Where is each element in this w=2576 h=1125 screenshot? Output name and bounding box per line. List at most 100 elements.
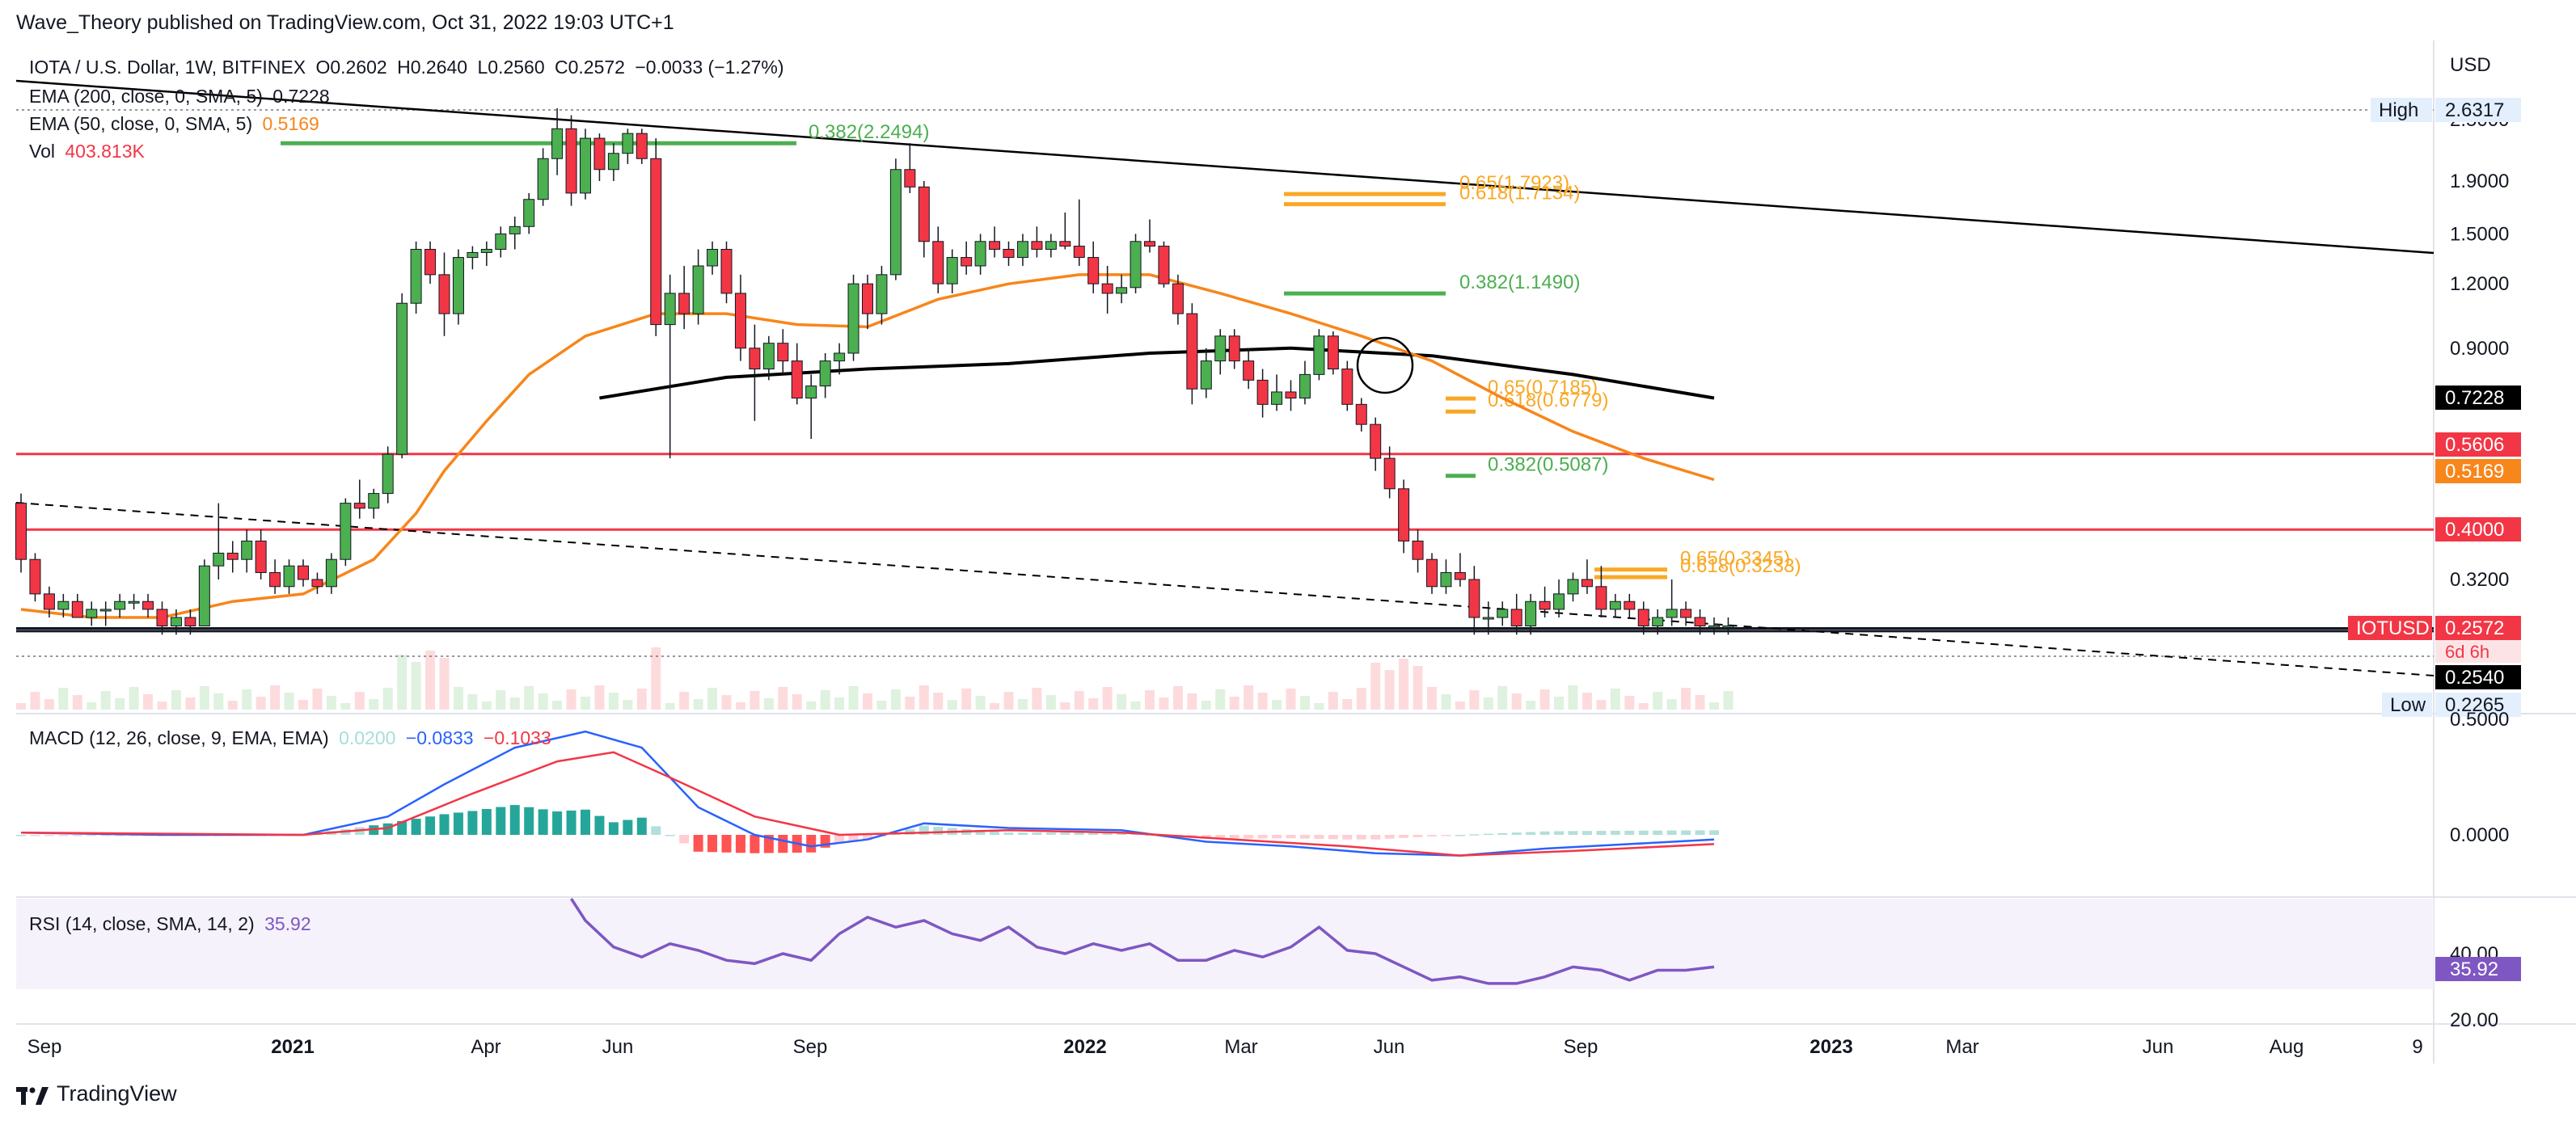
candle-body xyxy=(749,348,761,370)
time-tick-label: Apr xyxy=(471,1036,500,1058)
candle xyxy=(325,553,337,594)
time-tick-label: Aug xyxy=(2270,1036,2304,1058)
candle xyxy=(29,553,41,602)
price-tag-value: 0.2540 xyxy=(2445,667,2504,689)
rsi-legend[interactable]: RSI (14, close, SMA, 14, 2) 35.92 xyxy=(29,913,311,935)
time-tick-label: Sep xyxy=(793,1036,828,1058)
candle-body xyxy=(1003,248,1015,259)
candle-body xyxy=(961,257,973,267)
candle xyxy=(1073,199,1085,266)
volume-bar xyxy=(1596,700,1607,710)
candle xyxy=(777,329,789,375)
ema200-line xyxy=(599,346,1715,400)
candle-body xyxy=(1130,241,1142,289)
candle-body xyxy=(1355,403,1367,425)
time-tick-label: Mar xyxy=(1224,1036,1257,1058)
volume-bar xyxy=(848,686,859,710)
candle-body xyxy=(226,552,239,560)
tradingview-footer[interactable]: TradingView xyxy=(16,1081,177,1106)
candle xyxy=(156,601,168,635)
volume-bar xyxy=(44,699,54,710)
volume-bar xyxy=(918,685,929,710)
time-tick-label: Mar xyxy=(1945,1036,1978,1058)
macd-histogram-bar xyxy=(1399,835,1409,838)
candle-body xyxy=(1087,257,1100,284)
ema200-legend[interactable]: EMA (200, close, 0, SMA, 5) 0.7228 xyxy=(29,86,330,107)
volume-bar xyxy=(792,694,802,710)
candle-body xyxy=(467,251,479,259)
candle-body xyxy=(43,593,55,610)
time-tick-label: 9 xyxy=(2412,1036,2422,1058)
volume-legend[interactable]: Vol 403.813K xyxy=(29,141,145,162)
candle xyxy=(269,559,281,594)
volume-bar xyxy=(693,699,703,710)
macd-histogram-bar xyxy=(425,816,436,835)
candle-body xyxy=(340,503,352,560)
candle-body xyxy=(170,617,182,626)
fib-level-label: 0.65(0.7185) xyxy=(1488,377,1598,398)
symbol-legend[interactable]: IOTA / U.S. Dollar, 1W, BITFINEX O0.2602… xyxy=(29,57,784,78)
candle-body xyxy=(692,265,704,314)
candle-body xyxy=(15,503,27,560)
macd-histogram-bar xyxy=(1568,831,1578,835)
price-tag: 0.5606 xyxy=(2435,432,2521,457)
candle-body xyxy=(438,274,450,314)
macd-tick-label: 0.5000 xyxy=(2450,709,2509,731)
macd-legend[interactable]: MACD (12, 26, close, 9, EMA, EMA) 0.0200… xyxy=(29,727,551,749)
candle-body xyxy=(198,565,210,626)
volume-bar xyxy=(1723,691,1734,710)
ohlc-low: L0.2560 xyxy=(477,57,545,78)
ema50-legend[interactable]: EMA (50, close, 0, SMA, 5) 0.5169 xyxy=(29,113,319,135)
volume-bar xyxy=(778,687,788,710)
macd-histogram-bar xyxy=(552,811,563,835)
candle-body xyxy=(904,169,916,188)
volume-bar xyxy=(397,655,408,710)
candle xyxy=(1256,369,1269,418)
time-tick-label: 2021 xyxy=(271,1036,314,1058)
volume-bar xyxy=(1215,689,1226,710)
volume-bar xyxy=(100,691,111,710)
fib-levels: 0.382(2.2494) 0.65(1.7923)0.618(1.7134) 0.… xyxy=(281,121,1801,579)
candle xyxy=(1694,609,1706,635)
candle xyxy=(424,241,437,284)
volume-bar xyxy=(1314,703,1324,710)
volume-bar xyxy=(1102,687,1113,710)
candle-body xyxy=(86,609,98,618)
candle xyxy=(847,274,859,361)
price-tag: 0.2572 IOTUSD 6d 6h xyxy=(2348,616,2521,663)
macd-line-value: −0.0833 xyxy=(405,727,474,748)
volume-bars xyxy=(16,647,1734,710)
candles xyxy=(15,107,1734,635)
candle-body xyxy=(1624,600,1636,610)
candle-body xyxy=(889,169,902,276)
volume-bar xyxy=(1455,702,1465,710)
rsi-label: RSI (14, close, SMA, 14, 2) xyxy=(29,913,255,934)
candle-body xyxy=(241,540,253,560)
volume-bar xyxy=(1483,697,1493,710)
candle xyxy=(340,498,352,567)
fib-level-label: 0.618(1.7134) xyxy=(1459,183,1580,204)
price-tag-label-bg xyxy=(2371,98,2432,122)
time-tick-label: Sep xyxy=(27,1036,62,1058)
volume-bar xyxy=(467,694,478,710)
candle xyxy=(170,609,182,635)
volume-bar xyxy=(524,686,534,710)
price-tag: 2.6317 High xyxy=(2371,98,2521,122)
price-tag: 0.7228 xyxy=(2435,386,2521,410)
volume-bar xyxy=(425,651,436,710)
macd-histogram-bar xyxy=(30,835,40,836)
candle xyxy=(213,503,225,579)
time-axis[interactable]: Sep 2021 Apr Jun Sep 2022 Mar Jun Sep 2023 Mar Jun A… xyxy=(27,1036,2423,1058)
candle-body xyxy=(480,248,492,253)
candle xyxy=(142,593,154,618)
candle xyxy=(974,234,986,275)
volume-value: 403.813K xyxy=(65,141,145,162)
candle xyxy=(1214,329,1227,375)
volume-bar xyxy=(1666,699,1677,710)
candle-body xyxy=(1059,241,1071,247)
macd-histogram-bar xyxy=(1526,832,1536,835)
macd-histogram-bar xyxy=(750,835,760,853)
volume-bar xyxy=(382,688,393,710)
volume-bar xyxy=(1003,692,1014,710)
